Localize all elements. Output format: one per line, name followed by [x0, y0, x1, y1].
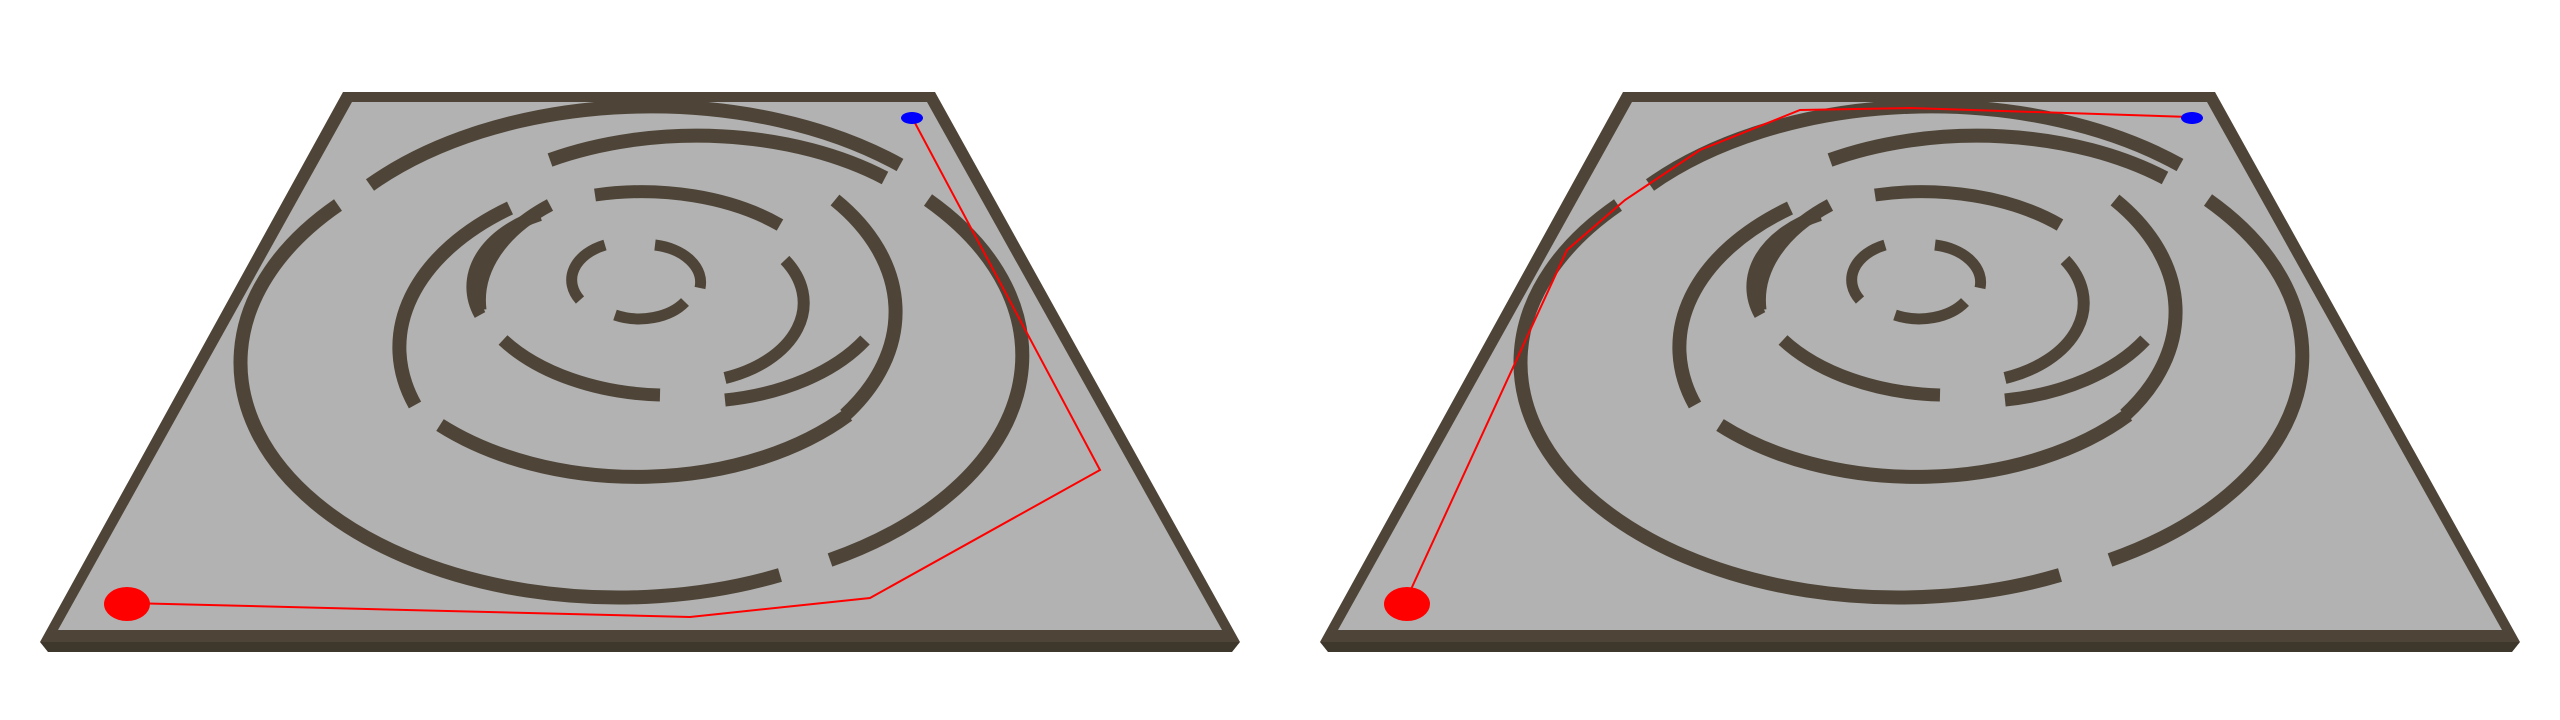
- wall-ring-3-arc-c: [498, 335, 661, 402]
- maze-floor: [58, 102, 1222, 630]
- wall-ring-5-arc-b: [2107, 194, 2310, 567]
- wall-ring-1-arc-c: [613, 297, 689, 325]
- wall-ring-4-arc-d: [1672, 201, 1794, 409]
- wall-ring-1-arc-b: [1934, 239, 1987, 290]
- maze-panel-left: [40, 92, 1240, 652]
- wall-ring-1-arc-a: [566, 239, 607, 304]
- wall-ring-3-arc-a: [1874, 185, 2064, 231]
- wall-ring-1-arc-a: [1846, 239, 1887, 304]
- wall-ring-5-arc-a: [1645, 99, 2184, 191]
- maze-frame-front-edge: [1320, 642, 2520, 652]
- wall-ring-3-arc-a: [594, 185, 784, 231]
- start-marker: [104, 587, 150, 621]
- wall-ring-3-arc-c: [1778, 335, 1941, 402]
- wall-ring-4-arc-a: [547, 128, 889, 185]
- maze-panel-right: [1280, 0, 2560, 720]
- wall-ring-1-arc-b: [654, 239, 707, 290]
- wall-ring-2-arc-b: [2003, 255, 2090, 384]
- wall-ring-5-arc-a: [365, 99, 904, 191]
- wall-ring-1-arc-c: [1893, 297, 1969, 325]
- wall-ring-3-arc-b: [724, 335, 870, 407]
- maze-render-left: [40, 92, 1240, 652]
- wall-ring-4-arc-a: [1827, 128, 2169, 185]
- wall-ring-2-arc-a: [466, 209, 542, 318]
- solution-path: [126, 122, 1102, 619]
- goal-marker: [901, 112, 923, 124]
- maze-frame-front-edge: [40, 642, 1240, 652]
- wall-ring-2-arc-b: [723, 255, 810, 384]
- wall-ring-4-arc-b: [830, 194, 903, 421]
- goal-marker: [2181, 112, 2203, 124]
- wall-ring-4-arc-c: [1716, 409, 2133, 484]
- wall-ring-2-arc-a: [1746, 209, 1822, 318]
- wall-ring-4-arc-b: [2110, 194, 2183, 421]
- wall-ring-5-arc-c: [233, 199, 782, 605]
- maze-render-right: [1320, 92, 2520, 652]
- wall-ring-5-arc-c: [1513, 199, 2062, 605]
- start-marker: [1384, 587, 1430, 621]
- wall-ring-4-arc-d: [392, 201, 514, 409]
- wall-ring-4-arc-c: [436, 409, 853, 484]
- solution-path: [1406, 106, 2191, 599]
- maze-walls: [233, 99, 1030, 605]
- maze-floor: [1338, 102, 2502, 630]
- wall-ring-3-arc-b: [2004, 335, 2150, 407]
- maze-walls: [1513, 99, 2310, 605]
